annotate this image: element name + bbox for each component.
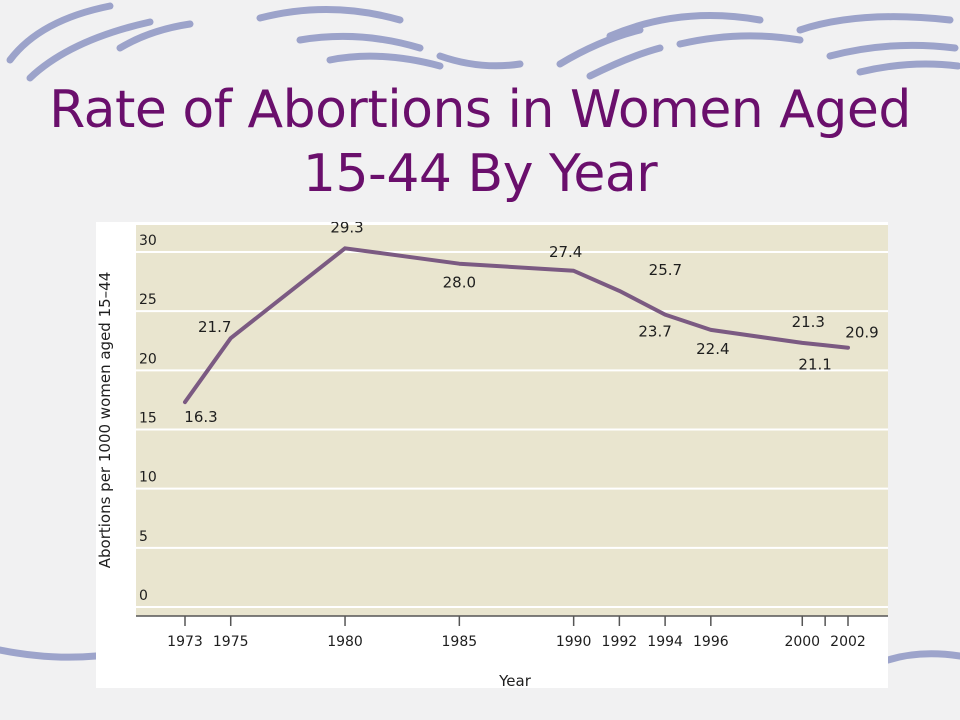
x-tick-label-1996: 1996: [693, 634, 729, 650]
y-tick-label-25: 25: [139, 292, 157, 308]
x-axis-title: Year: [498, 672, 532, 688]
x-tick-label-1985: 1985: [442, 634, 478, 650]
x-tick-label-1994: 1994: [647, 634, 683, 650]
data-label-1992: 25.7: [649, 261, 682, 279]
data-label-1980: 29.3: [330, 222, 363, 236]
y-tick-labels: 0 5 10 15 20 25 30: [139, 233, 157, 604]
slide-title-line-2: 15-44 By Year: [302, 144, 658, 204]
x-tick-label-1975: 1975: [213, 634, 249, 650]
data-label-2001: 21.1: [798, 355, 831, 373]
data-label-1996: 22.4: [696, 340, 729, 358]
y-tick-label-30: 30: [139, 233, 157, 249]
slide-title: Rate of Abortions in Women Aged 15-44 By…: [0, 78, 960, 206]
x-tick-label-1973: 1973: [167, 634, 203, 650]
y-tick-label-5: 5: [139, 529, 148, 545]
x-tick-label-1990: 1990: [556, 634, 592, 650]
y-tick-label-20: 20: [139, 351, 157, 367]
y-axis-title: Abortions per 1000 women aged 15–44: [96, 272, 114, 569]
data-label-1973: 16.3: [184, 408, 217, 426]
plot-area: [136, 225, 888, 616]
series-line: [183, 246, 850, 405]
data-label-2000: 21.3: [792, 313, 825, 331]
data-labels: 16.3 21.7 29.3 28.0 27.4 25.7 23.7 22.4 21.3 21.1…: [184, 222, 878, 426]
gridlines: [136, 251, 888, 608]
data-label-1994: 23.7: [638, 323, 671, 341]
slide-title-line-1: Rate of Abortions in Women Aged: [49, 80, 911, 140]
data-label-1985: 28.0: [443, 274, 476, 292]
line-chart: 0 5 10 15 20 25 30 1973 1975 1980 1985 1990 1992 199…: [96, 222, 888, 688]
y-tick-label-15: 15: [139, 411, 157, 427]
x-tick-label-1980: 1980: [327, 634, 363, 650]
x-tick-label-1992: 1992: [602, 634, 638, 650]
data-label-1990: 27.4: [549, 243, 582, 261]
data-label-1975: 21.7: [198, 318, 231, 336]
x-tick-label-2002: 2002: [830, 634, 866, 650]
y-tick-label-10: 10: [139, 470, 157, 486]
x-axis: 1973 1975 1980 1985 1990 1992 1994 1996 2000 2002: [136, 615, 888, 650]
chart-panel: 0 5 10 15 20 25 30 1973 1975 1980 1985 1990 1992 199…: [96, 222, 888, 688]
x-tick-label-2000: 2000: [784, 634, 820, 650]
data-label-2002: 20.9: [845, 324, 878, 342]
y-tick-label-0: 0: [139, 588, 148, 604]
